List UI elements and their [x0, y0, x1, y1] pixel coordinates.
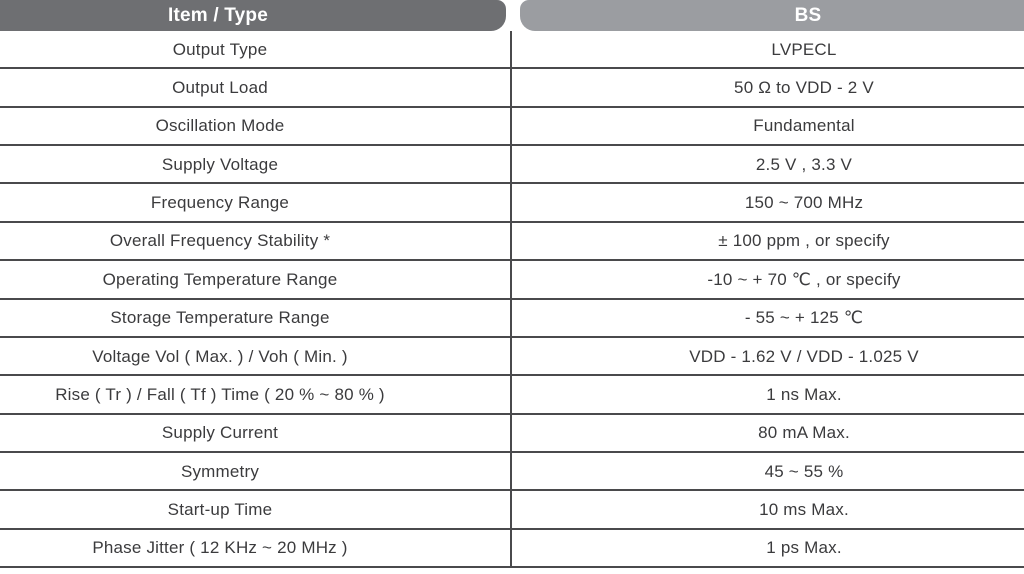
spec-item-cell: Start-up Time [0, 491, 512, 528]
spec-item-cell: Storage Temperature Range [0, 299, 512, 336]
spec-value-cell: - 55 ~ + 125 ℃ [744, 308, 864, 328]
spec-item-cell: Supply Voltage [0, 146, 512, 183]
header-cell-item-type: Item / Type [0, 0, 506, 31]
table-row: Storage Temperature Range - 55 ~ + 125 ℃ [0, 299, 1024, 338]
spec-item-cell: Frequency Range [0, 184, 512, 221]
table-row: Voltage Vol ( Max. ) / Voh ( Min. ) VDD … [0, 337, 1024, 377]
spec-value-cell: 80 mA Max. [758, 423, 850, 443]
table-row: Operating Temperature Range -10 ~ + 70 ℃… [0, 261, 1024, 300]
spec-item-cell: Symmetry [0, 452, 512, 490]
table-body: Output Type LVPECL Output Load 50 Ω to V… [0, 31, 1024, 569]
table-row: Output Type LVPECL [0, 31, 1024, 70]
spec-value-cell: ± 100 ppm , or specify [718, 231, 890, 251]
table-row: Oscillation Mode Fundamental [0, 107, 1024, 147]
spec-value-cell: 1 ps Max. [766, 538, 842, 558]
table-header-row: Item / Type BS [0, 0, 1024, 31]
table-row: Start-up Time 10 ms Max. [0, 491, 1024, 530]
spec-item-cell: Voltage Vol ( Max. ) / Voh ( Min. ) [0, 337, 512, 375]
table-row: Symmetry 45 ~ 55 % [0, 452, 1024, 492]
header-gap [506, 0, 520, 31]
spec-item-cell: Operating Temperature Range [0, 261, 512, 298]
spec-value-cell: VDD - 1.62 V / VDD - 1.025 V [689, 346, 919, 366]
spec-item-cell: Oscillation Mode [0, 107, 512, 145]
table-row: Frequency Range 150 ~ 700 MHz [0, 184, 1024, 223]
spec-item-cell: Output Load [0, 69, 512, 106]
spec-value-cell: 1 ns Max. [766, 384, 842, 404]
spec-value-cell: 50 Ω to VDD - 2 V [734, 78, 874, 98]
spec-value-cell: LVPECL [771, 39, 837, 59]
table-row: Supply Voltage 2.5 V , 3.3 V [0, 146, 1024, 185]
spec-item-cell: Overall Frequency Stability * [0, 222, 512, 260]
spec-value-cell: Fundamental [753, 116, 855, 136]
spec-value-cell: 45 ~ 55 % [764, 461, 844, 481]
header-cell-bs: BS [520, 0, 1024, 31]
spec-value-cell: -10 ~ + 70 ℃ , or specify [707, 269, 901, 289]
table-row: Output Load 50 Ω to VDD - 2 V [0, 69, 1024, 108]
spec-item-cell: Output Type [0, 31, 512, 68]
table-row: Supply Current 80 mA Max. [0, 414, 1024, 453]
table-row: Rise ( Tr ) / Fall ( Tf ) Time ( 20 % ~ … [0, 376, 1024, 415]
spec-value-cell: 2.5 V , 3.3 V [755, 154, 853, 174]
spec-value-cell: 150 ~ 700 MHz [744, 193, 864, 213]
spec-item-cell: Rise ( Tr ) / Fall ( Tf ) Time ( 20 % ~ … [0, 376, 512, 413]
spec-value-cell: 10 ms Max. [759, 499, 849, 519]
table-row: Phase Jitter ( 12 KHz ~ 20 MHz ) 1 ps Ma… [0, 529, 1024, 569]
spec-item-cell: Phase Jitter ( 12 KHz ~ 20 MHz ) [0, 529, 512, 567]
table-row: Overall Frequency Stability * ± 100 ppm … [0, 222, 1024, 262]
spec-item-cell: Supply Current [0, 414, 512, 451]
